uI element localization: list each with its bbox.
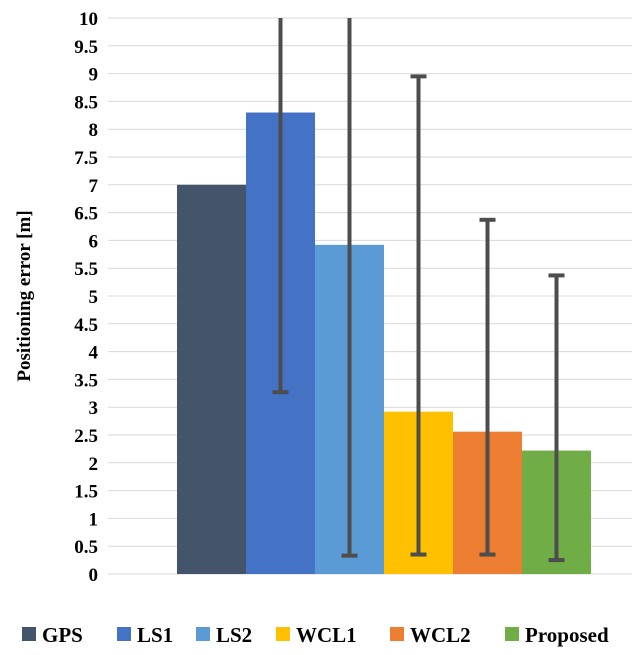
- legend-item-wcl1: WCL1: [276, 623, 357, 647]
- y-tick-label: 0: [89, 565, 99, 586]
- y-tick-label: 7.5: [74, 148, 98, 169]
- y-tick-label: 9: [89, 65, 99, 86]
- legend-item-ls2: LS2: [196, 623, 252, 647]
- legend-label: LS1: [137, 623, 173, 647]
- legend: GPS LS1 LS2 WCL1 WCL2 Proposed: [22, 623, 609, 647]
- y-tick-label: 5.5: [74, 259, 98, 280]
- legend-item-gps: GPS: [22, 623, 83, 647]
- y-tick-label: 9.5: [74, 37, 98, 58]
- y-tick-label: 1.5: [74, 482, 98, 503]
- bar-gps: [177, 184, 246, 575]
- y-tick-label: 2.5: [74, 426, 98, 447]
- y-tick-label: 6.5: [74, 204, 98, 225]
- y-tick-label: 6: [89, 231, 99, 252]
- error-bars: [272, 18, 565, 563]
- y-axis-title: Positioning error [m]: [14, 210, 35, 381]
- bars: [177, 112, 591, 575]
- y-tick-label: 8.5: [74, 92, 98, 113]
- legend-item-wcl2: WCL2: [390, 623, 471, 647]
- legend-item-ls1: LS1: [117, 623, 173, 647]
- legend-swatch: [390, 627, 404, 641]
- y-tick-label: 3.5: [74, 370, 98, 391]
- y-tick-label: 4: [89, 343, 99, 364]
- legend-swatch: [276, 627, 290, 641]
- y-tick-label: 0.5: [74, 537, 98, 558]
- legend-label: GPS: [42, 623, 83, 647]
- y-tick-label: 2: [89, 454, 99, 475]
- y-tick-label: 3: [89, 398, 99, 419]
- y-tick-label: 10: [79, 9, 98, 30]
- legend-label: Proposed: [525, 623, 609, 647]
- legend-label: LS2: [216, 623, 252, 647]
- y-tick-label: 4.5: [74, 315, 98, 336]
- legend-swatch: [22, 627, 36, 641]
- y-tick-label: 7: [89, 176, 99, 197]
- y-axis-tick-labels: 0 0.5 1 1.5 2 2.5 3 3.5 4 4.5 5 5.5 6 6.5 7 7.5 8 8.5 9 9.5…: [74, 9, 98, 586]
- legend-label: WCL1: [296, 623, 357, 647]
- legend-swatch: [196, 627, 210, 641]
- legend-item-proposed: Proposed: [505, 623, 609, 647]
- legend-label: WCL2: [410, 623, 471, 647]
- y-tick-label: 5: [89, 287, 99, 308]
- legend-swatch: [117, 627, 131, 641]
- y-tick-label: 8: [89, 120, 99, 141]
- legend-swatch: [505, 627, 519, 641]
- y-tick-label: 1: [89, 509, 99, 530]
